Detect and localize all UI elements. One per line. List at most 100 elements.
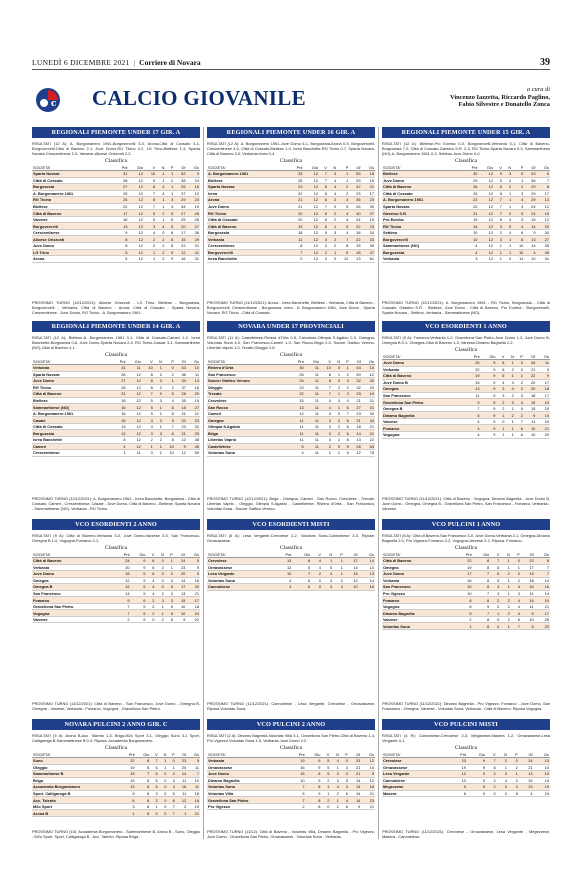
stat-cell: 9: [337, 249, 350, 257]
stat-cell: 20: [536, 222, 550, 230]
stat-cell: 6: [164, 616, 174, 624]
stat-cell: 8: [141, 371, 154, 379]
team-name: Crevolese: [207, 557, 275, 565]
stat-cell: 12: [303, 235, 319, 243]
team-name: Borgovercelli: [32, 222, 114, 230]
stat-cell: 1: [505, 359, 515, 367]
stat-cell: 3: [167, 777, 176, 785]
stat-cell: 3: [330, 777, 340, 785]
stat-cell: 0: [485, 790, 497, 798]
team-name: San Rocco: [207, 403, 290, 411]
stat-cell: 4: [274, 577, 293, 585]
stat-cell: 12: [303, 183, 319, 191]
stat-cell: 13: [349, 255, 362, 263]
team-name: Gassino S.R.: [382, 209, 464, 217]
table-row: RG Ticino 25 12 8 1 3 29 23: [32, 196, 200, 204]
stat-cell: 1: [321, 790, 331, 798]
table-row: Riviera d'Orta 30 11 10 0 1 44 10: [207, 364, 375, 372]
stat-cell: 7: [337, 235, 350, 243]
stat-cell: 7: [167, 809, 176, 817]
stat-cell: 2: [493, 229, 503, 237]
stat-cell: 5: [150, 770, 159, 778]
table-row: Megezzese 9 9 2 0 3 13 19: [382, 783, 550, 791]
stat-cell: 3: [496, 392, 506, 400]
stat-cell: 2: [507, 764, 519, 772]
next-round-text: PROSSIMO TURNO (11/12/2021): Arona - Ivr…: [207, 300, 375, 315]
stat-cell: 9: [113, 229, 129, 237]
stat-cell: 7: [536, 177, 550, 185]
column-header: P: [167, 752, 176, 758]
stat-cell: 21: [186, 410, 200, 418]
stat-cell: 8: [520, 622, 535, 630]
stat-cell: 16: [186, 577, 200, 585]
stat-cell: 2: [514, 385, 524, 393]
stat-cell: 41: [536, 255, 550, 263]
stat-cell: 18: [288, 229, 304, 237]
stat-cell: 7: [341, 410, 350, 418]
stat-cell: 21: [288, 196, 304, 204]
stat-cell: 9: [130, 609, 147, 617]
stat-cell: 0: [155, 570, 165, 578]
results-text: RISULTATI (12 A): Biellese-A. Borgomaner…: [32, 335, 200, 350]
stat-cell: 1: [500, 590, 511, 598]
stat-cell: 4: [512, 196, 525, 204]
stat-cell: 2: [146, 603, 156, 611]
stat-cell: 5: [490, 577, 501, 585]
stat-cell: 6: [510, 616, 521, 624]
stat-cell: 12: [128, 183, 144, 191]
stat-cell: 18: [536, 385, 550, 393]
stat-cell: 22: [520, 557, 535, 565]
stat-cell: 12: [478, 196, 494, 204]
stat-cell: 8: [512, 235, 525, 243]
team-name: Verbania: [382, 255, 464, 263]
table-row: Masera 6 9 0 0 8 4 24: [382, 790, 550, 798]
table-row: Oleggio 23 11 7 2 2 32 20: [207, 384, 375, 392]
column-header: Gio: [472, 552, 491, 558]
stat-cell: 17: [173, 583, 187, 591]
stat-cell: 21: [536, 424, 550, 432]
column-header: Pnt: [465, 354, 481, 360]
league-title: VCO ESORDIENTI 1 ANNO: [382, 321, 550, 332]
table-row: RG Ticino 20 12 6 2 4 40 27: [207, 209, 375, 217]
next-round-text: PROSSIMO TURNO (11/12/2021): Crevolese -…: [382, 829, 550, 839]
stat-cell: 12: [303, 242, 319, 250]
stat-cell: 3: [333, 583, 344, 591]
table-row: Omegna 12 9 4 0 3 14 16: [32, 577, 200, 585]
stat-cell: 59: [186, 449, 200, 457]
stat-cell: 19: [448, 764, 467, 772]
stat-cell: 0: [327, 255, 338, 263]
results-text: RISULTATI (12 A): Biellese-Pro Eureka 0-…: [382, 141, 550, 156]
stat-cell: 17: [174, 229, 187, 237]
stat-cell: 9: [523, 411, 537, 419]
stat-cell: 12: [126, 410, 142, 418]
stat-cell: 5: [514, 405, 524, 413]
stat-cell: 10: [463, 235, 479, 243]
stat-cell: 1: [330, 796, 340, 804]
stat-cell: 37: [174, 384, 187, 392]
team-name: Borgosesia: [207, 229, 289, 237]
stat-cell: 9: [524, 229, 537, 237]
stat-cell: 3: [150, 790, 159, 798]
stat-cell: 3: [327, 196, 338, 204]
stat-cell: 1: [158, 757, 168, 765]
column-header: N: [331, 359, 342, 365]
stat-cell: 22: [113, 203, 129, 211]
column-header: N: [155, 552, 165, 558]
stat-cell: 12: [289, 410, 305, 418]
team-name: Ornavassese: [207, 764, 291, 772]
table-row: Gravellona San Pietro 7 8 2 1 4 14 23: [207, 796, 375, 804]
team-name: RG Ticino: [382, 222, 464, 230]
stat-cell: 4: [327, 183, 338, 191]
stat-cell: 1: [164, 564, 174, 572]
stat-cell: 26: [523, 359, 537, 367]
stat-cell: 10: [186, 364, 200, 372]
stat-cell: 2: [290, 803, 306, 811]
stat-cell: 26: [186, 209, 200, 217]
stat-cell: 12: [128, 216, 144, 224]
stat-cell: 24: [524, 203, 537, 211]
column-header: Gf: [343, 552, 359, 558]
standings-table: SOCIETA' Pnt Gio V N P Gf Gs Sparta Novara 31 12 10…: [32, 165, 200, 263]
stat-cell: 2: [156, 255, 166, 263]
table-row: Lesa Vergante 12 9 2 3 1 13 10: [382, 770, 550, 778]
column-header: Gio: [478, 165, 494, 171]
